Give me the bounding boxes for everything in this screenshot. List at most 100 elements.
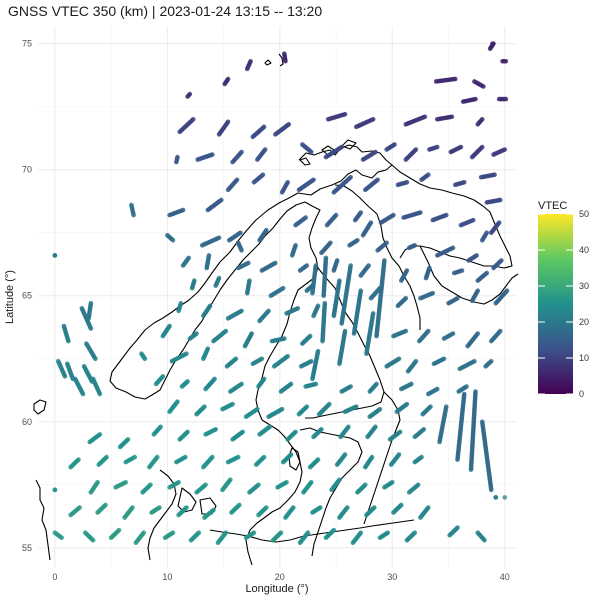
vtec-point (481, 84, 486, 89)
vtec-point (331, 527, 337, 533)
legend-tick-label: 30 (579, 281, 589, 291)
vtec-point (364, 351, 369, 357)
kola-peninsula (391, 164, 513, 269)
y-tick-label: 75 (22, 39, 32, 49)
vtec-point (434, 144, 440, 150)
vtec-point (490, 41, 495, 46)
vtec-point (503, 96, 509, 102)
vtec-point (230, 401, 235, 407)
chart-title: GNSS VTEC 350 (km) | 2023-01-24 13:15 --… (8, 3, 323, 19)
vtec-point (52, 253, 58, 258)
vtec-point (273, 260, 278, 266)
vtec-point (235, 240, 241, 246)
vtec-point (342, 452, 348, 457)
vtec-point (261, 454, 267, 460)
vtec-point (247, 278, 252, 283)
vtec-point (184, 505, 189, 510)
vtec-point (196, 530, 202, 536)
x-tick-label: 10 (162, 572, 172, 582)
vtec-point (216, 235, 222, 241)
vtec-point (437, 439, 442, 445)
svalbard-coast (278, 53, 284, 67)
vtec-point (493, 495, 499, 500)
vtec-point (77, 505, 82, 510)
grid-lines (38, 26, 516, 568)
vtec-point (470, 217, 476, 223)
vtec-point (384, 240, 389, 246)
vtec-point (62, 374, 68, 379)
vtec-point (331, 313, 337, 319)
vtec-point (309, 149, 314, 155)
vtec-point (450, 331, 456, 336)
vtec-point (475, 288, 481, 293)
vtec-point (279, 406, 285, 412)
y-tick-label: 60 (22, 417, 32, 427)
vtec-point (235, 454, 241, 460)
vtec-point (167, 323, 172, 329)
vtec-point (346, 424, 351, 430)
vtec-point (479, 116, 485, 122)
vtec-point (502, 147, 508, 152)
vtec-point (404, 268, 410, 273)
vtec-point (228, 477, 233, 483)
vtec-point (374, 381, 379, 387)
vtec-point (326, 401, 332, 407)
vtec-point (373, 149, 378, 155)
vtec-point (385, 530, 391, 536)
vtec-point (284, 479, 289, 485)
vtec-point (192, 278, 197, 283)
vtec-point (170, 237, 176, 243)
vtec-point (455, 525, 460, 530)
vtec-point (497, 328, 503, 334)
vtec-point (86, 316, 91, 321)
sweden-coast (245, 419, 303, 566)
finland-russia-border (334, 184, 421, 330)
vtec-point (418, 210, 423, 215)
vtec-point (233, 356, 239, 362)
vtec-point (455, 295, 460, 301)
vtec-point (315, 303, 321, 309)
vtec-point (482, 537, 487, 543)
vtec-point (321, 293, 326, 299)
vtec-point (389, 479, 395, 485)
legend-colorbar (538, 214, 573, 394)
vtec-point (398, 502, 404, 508)
vtec-point (88, 326, 94, 331)
vtec-point (315, 457, 321, 462)
vtec-point (468, 467, 474, 472)
vtec-point (328, 240, 333, 246)
vtec-point (371, 505, 377, 510)
vtec-point (425, 328, 431, 334)
vtec-point (264, 505, 269, 510)
vtec-point (473, 96, 478, 102)
legend-tick-label: 20 (579, 317, 589, 327)
vtec-point (504, 288, 510, 293)
vtec-point (142, 356, 148, 362)
vtec-point (205, 346, 211, 351)
vtec-point (342, 111, 348, 117)
vtec-point (210, 152, 215, 157)
vtec-point (266, 308, 271, 314)
vtec-point (225, 76, 231, 82)
vtec-point (90, 537, 96, 543)
vtec-point (175, 399, 180, 404)
vtec-point (374, 333, 379, 339)
baltic-south-coast (209, 519, 415, 543)
y-tick-label: 65 (22, 291, 32, 301)
vtec-point (267, 424, 272, 430)
vtec-point (351, 331, 357, 336)
vtec-point (76, 457, 81, 462)
vtec-point (131, 212, 136, 218)
legend-tick-label: 0 (579, 389, 584, 399)
vtec-point (304, 404, 310, 409)
vtec-point (185, 429, 190, 435)
vtec-point (475, 331, 481, 336)
vtec-point (66, 338, 71, 344)
vtec-point (403, 328, 409, 334)
legend-title: VTEC (538, 200, 567, 212)
y-axis-title: Latitude (°) (4, 270, 16, 324)
vtec-point (443, 212, 449, 218)
vtec-point (295, 306, 301, 311)
vtec-point (488, 358, 494, 364)
vtec-point (293, 429, 298, 435)
